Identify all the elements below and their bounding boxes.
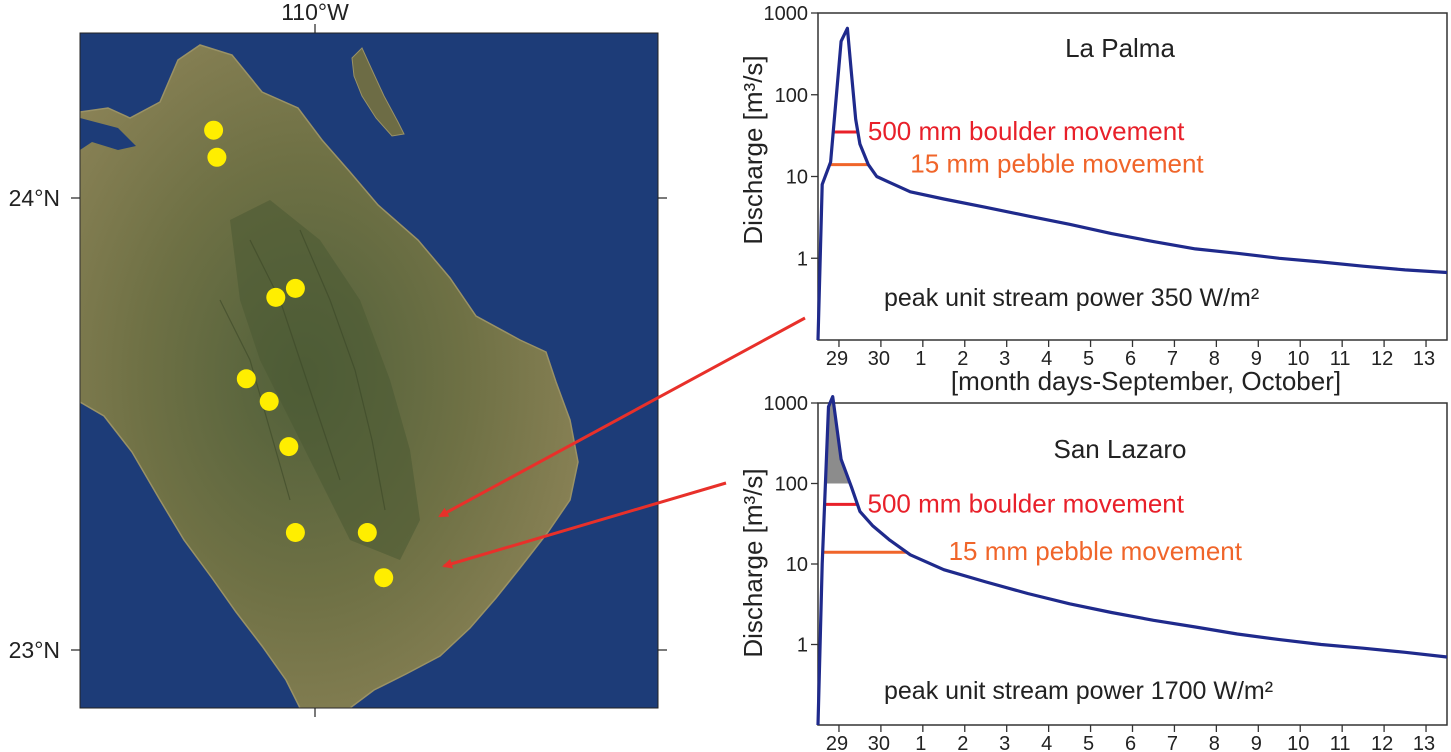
arrow-la-palma — [438, 316, 806, 518]
y-tick-label: 10 — [786, 167, 808, 189]
x-tick-label: 2 — [957, 348, 968, 370]
x-tick-label: 30 — [868, 348, 890, 370]
map-panel: 110°W 24°N 23°N — [9, 0, 667, 717]
x-tick-label: 12 — [1371, 733, 1393, 752]
x-tick-label: 8 — [1209, 348, 1220, 370]
connector-arrows — [438, 316, 806, 569]
map-island — [351, 47, 405, 137]
thresholds: 500 mm boulder movement 15 mm pebble move… — [822, 488, 1243, 566]
site-marker-5 — [236, 369, 256, 389]
series — [816, 26, 1448, 341]
x-tick-label: 1 — [915, 733, 926, 752]
map-bay — [80, 118, 136, 150]
x-tick-label: 10 — [1287, 348, 1309, 370]
x-tick-label: 1 — [915, 348, 926, 370]
map-lat-label-24: 24°N — [9, 185, 60, 211]
y-tick-label: 1 — [797, 248, 808, 270]
site-marker-3 — [266, 287, 286, 307]
x-tick-label: 6 — [1125, 348, 1136, 370]
chart-la-palma: La Palma Discharge [m³/s] [month days-Se… — [738, 3, 1448, 396]
x-tick-label: 30 — [868, 733, 890, 752]
x-tick-label: 29 — [826, 733, 848, 752]
x-tick-label: 7 — [1167, 348, 1178, 370]
x-tick-label: 3 — [999, 348, 1010, 370]
y-tick-label: 100 — [775, 85, 808, 107]
x-tick-label: 2 — [957, 733, 968, 752]
x-tick-label: 4 — [1041, 733, 1052, 752]
map-frame — [79, 32, 659, 709]
chart-title: La Palma — [1065, 33, 1175, 63]
threshold-label: 15 mm pebble movement — [910, 149, 1204, 179]
y-ticks: 1000 100 10 1 — [764, 393, 818, 657]
chart-san-lazaro: San Lazaro Discharge [m³/s] peak unit st… — [738, 393, 1448, 752]
x-tick-label: 7 — [1167, 733, 1178, 752]
x-tick-label: 11 — [1330, 348, 1351, 370]
threshold-label: 500 mm boulder movement — [868, 116, 1185, 146]
x-tick-label: 13 — [1413, 733, 1435, 752]
x-tick-label: 13 — [1413, 348, 1435, 370]
y-ticks: 1000 100 10 1 — [764, 3, 818, 270]
x-tick-label: 12 — [1371, 348, 1393, 370]
discharge-line — [816, 26, 1448, 341]
site-marker-7 — [279, 437, 299, 457]
y-tick-label: 1000 — [764, 3, 809, 25]
map-lon-label: 110°W — [281, 0, 349, 25]
site-marker-6 — [259, 391, 279, 411]
y-axis-label: Discharge [m³/s] — [738, 468, 768, 657]
map-ridges — [219, 229, 386, 511]
x-tick-label: 29 — [826, 348, 848, 370]
site-marker-8 — [285, 523, 305, 542]
site-marker-4 — [285, 278, 305, 298]
threshold-label: 15 mm pebble movement — [949, 536, 1243, 566]
x-ticks: 29301234567891011121314 — [826, 725, 1435, 752]
series — [816, 395, 1448, 726]
discharge-line — [816, 395, 1448, 726]
y-tick-label: 1 — [797, 635, 808, 657]
x-tick-label: 4 — [1041, 348, 1052, 370]
site-marker-1 — [204, 120, 224, 140]
map-sites — [204, 120, 394, 588]
map-lat-label-23: 23°N — [9, 637, 60, 663]
arrow-san-lazaro — [442, 481, 727, 569]
y-axis-label: Discharge [m³/s] — [738, 55, 768, 244]
site-marker-9 — [357, 523, 377, 542]
x-tick-label: 11 — [1330, 733, 1351, 752]
y-tick-label: 1000 — [764, 393, 809, 415]
x-tick-label: 3 — [999, 733, 1010, 752]
x-tick-label: 9 — [1251, 733, 1262, 752]
annotation: peak unit stream power 1700 W/m² — [884, 677, 1273, 705]
y-tick-label: 100 — [775, 474, 808, 496]
x-tick-label: 10 — [1287, 733, 1309, 752]
annotation: peak unit stream power 350 W/m² — [884, 284, 1259, 312]
chart-title: San Lazaro — [1054, 434, 1187, 464]
x-tick-label: 5 — [1083, 348, 1094, 370]
x-axis-label: [month days-September, October] — [951, 366, 1341, 396]
x-tick-label: 8 — [1209, 733, 1220, 752]
x-ticks: 29301234567891011121314 — [826, 340, 1435, 370]
x-tick-label: 5 — [1083, 733, 1094, 752]
y-tick-label: 10 — [786, 554, 808, 576]
x-tick-label: 6 — [1125, 733, 1136, 752]
site-marker-10 — [374, 568, 394, 588]
x-tick-label: 9 — [1251, 348, 1262, 370]
chart-frame — [817, 12, 1448, 341]
site-marker-2 — [207, 147, 227, 167]
chart-frame — [817, 402, 1448, 726]
threshold-label: 500 mm boulder movement — [868, 488, 1185, 518]
